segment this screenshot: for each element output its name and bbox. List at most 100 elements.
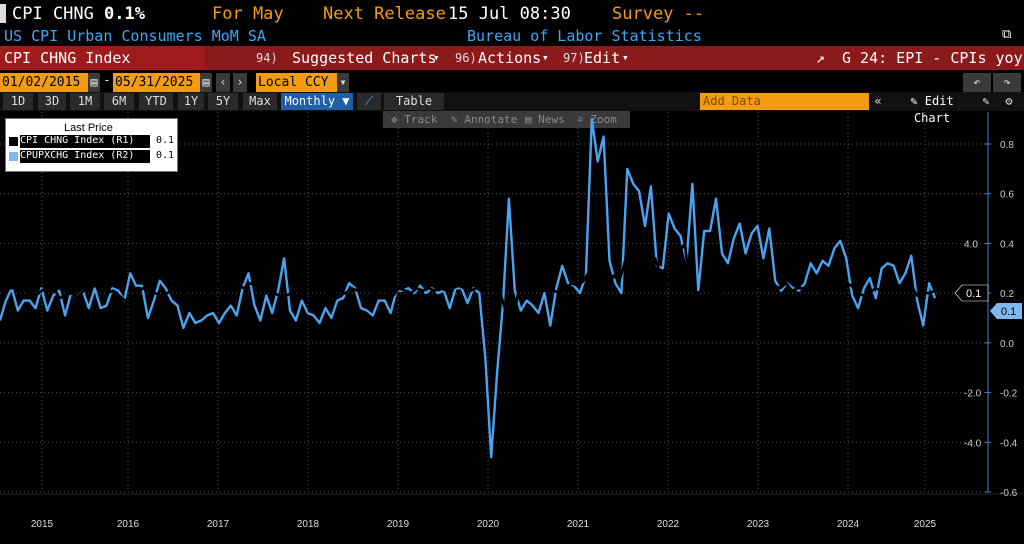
year-tick-label: 2018 (297, 519, 320, 530)
left-axis-label: -4.0 (964, 438, 982, 449)
table-button[interactable]: Table (384, 93, 444, 110)
suggested-charts-menu[interactable]: 94) Suggested Charts ▾ (256, 46, 448, 70)
edit-chart-label: Edit Chart (913, 94, 954, 125)
description-bar: US CPI Urban Consumers MoM SA Bureau of … (0, 27, 1024, 46)
legend-swatch-1 (9, 137, 18, 146)
frequency-label: Monthly (284, 94, 336, 108)
calendar-icon[interactable]: ▤ (200, 73, 212, 92)
series-line-cpi-chng (0, 242, 936, 330)
right-axis-label: 0.2 (1000, 289, 1014, 300)
pencil-icon[interactable]: ✎ (982, 94, 990, 108)
last-value-badge-r1: 0.1 (966, 288, 981, 300)
start-date-field[interactable]: 01/02/2015 (0, 73, 88, 92)
year-tick-label: 2019 (387, 519, 410, 530)
period-button-ytd[interactable]: YTD (139, 93, 173, 110)
period-button-max[interactable]: Max (243, 93, 277, 110)
period-toolbar: 1D 3D 1M 6M YTD 1Y 5Y Max Monthly ▼ ⟋ Table Add… (0, 92, 1024, 125)
currency-select[interactable]: Local CCY (256, 73, 342, 92)
line-chart-icon[interactable]: ⟋ (357, 93, 381, 110)
actions-menu[interactable]: 96) Actions ▾ (452, 46, 556, 70)
year-tick-label: 2025 (914, 519, 937, 530)
prev-arrow-icon[interactable]: ‹ (216, 73, 230, 92)
right-axis-label: -0.4 (1000, 438, 1018, 449)
redo-icon[interactable]: ↷ (993, 73, 1021, 92)
track-label: Track (404, 113, 438, 126)
left-axis-label: 4.0 (964, 239, 978, 250)
last-value-badge-r1-bg (954, 284, 989, 302)
period-button-1y[interactable]: 1Y (178, 93, 204, 110)
period-button-5y[interactable]: 5Y (208, 93, 238, 110)
external-link-icon[interactable]: ↗ (816, 49, 826, 67)
legend-series-1: CPI CHNG Index (R1) (20, 135, 150, 148)
ticker-label: CPI CHNG (12, 4, 94, 24)
period-button-3d[interactable]: 3D (38, 93, 66, 110)
year-tick-label: 2024 (837, 519, 860, 530)
survey-label: Survey -- (612, 4, 705, 24)
right-axis-label: -0.2 (1000, 389, 1018, 400)
range-dash: - (103, 73, 111, 88)
last-value-badge-r2-bg (990, 303, 1022, 319)
security-header-bar: CPI CHNG 0.1% For May Next Release 15 Ju… (0, 0, 1024, 27)
right-axis-label: 0.4 (1000, 239, 1014, 250)
news-label: News (538, 113, 565, 126)
security-label: CPI CHNG Index (4, 49, 131, 67)
year-tick-label: 2023 (747, 519, 770, 530)
edit-menu[interactable]: 97) Edit ▾ (560, 46, 638, 70)
security-field[interactable]: CPI CHNG Index (0, 46, 205, 70)
right-axis-label: 0.8 (1000, 140, 1014, 151)
annotate-tool[interactable]: ✎ Annotate (451, 113, 518, 126)
year-tick-label: 2022 (657, 519, 680, 530)
price-chart[interactable]: 2015 2016 2017 2018 2019 2020 2021 2022 2023 2024… (0, 112, 1024, 544)
right-axis-label: 0.0 (1000, 339, 1014, 350)
calendar-icon[interactable]: ▤ (88, 73, 100, 92)
period-label: For May (212, 4, 284, 24)
menu-number: 97) (563, 51, 585, 65)
next-arrow-icon[interactable]: › (233, 73, 247, 92)
track-tool[interactable]: ✥ Track (391, 113, 438, 126)
news-tool[interactable]: ▤ News (525, 113, 565, 126)
zoom-tool[interactable]: ⌕ Zoom (577, 113, 617, 126)
toolbar: CPI CHNG Index 94) Suggested Charts ▾ 96… (0, 46, 1024, 70)
period-button-1d[interactable]: 1D (3, 93, 33, 110)
gear-icon[interactable]: ⚙ (1005, 94, 1013, 108)
suggested-charts-label: Suggested Charts (292, 49, 437, 67)
end-date-field[interactable]: 05/31/2025 (113, 73, 201, 92)
period-button-6m[interactable]: 6M (104, 93, 134, 110)
actions-label: Actions (478, 49, 542, 67)
legend-value-2: 0.1 (156, 150, 175, 161)
zoom-label: Zoom (590, 113, 617, 126)
collapse-icon[interactable]: « (874, 94, 882, 108)
legend-series-2: CPUPXCHG Index (R2) (20, 150, 150, 163)
left-axis-label: -2.0 (964, 389, 982, 400)
legend-value-1: 0.1 (156, 135, 175, 146)
dropdown-arrow-icon: ▾ (433, 51, 440, 64)
right-axis-label: -0.6 (1000, 488, 1018, 499)
year-tick-label: 2016 (117, 519, 140, 530)
header-marker (0, 4, 6, 23)
chart-tools: ✥ Track ✎ Annotate ▤ News ⌕ Zoom (383, 111, 630, 128)
dropdown-arrow-icon: ▾ (622, 51, 629, 64)
chevron-down-icon[interactable]: ▾ (337, 73, 349, 92)
edit-chart-button[interactable]: ✎ Edit Chart (910, 94, 954, 125)
period-button-1m[interactable]: 1M (70, 93, 100, 110)
last-value-badge-r2: 0.1 (1001, 306, 1016, 318)
dropdown-arrow-icon: ▾ (542, 51, 549, 64)
menu-number: 94) (256, 51, 278, 65)
add-data-input[interactable]: Add Data (700, 93, 869, 110)
year-tick-label: 2020 (477, 519, 500, 530)
undo-icon[interactable]: ↶ (963, 73, 991, 92)
right-axis-label: 0.6 (1000, 190, 1014, 201)
legend-title: Last Price (64, 122, 113, 134)
year-tick-label: 2015 (31, 519, 54, 530)
edit-label: Edit (584, 49, 621, 67)
year-tick-label: 2017 (207, 519, 230, 530)
chart-legend: Last Price CPI CHNG Index (R1) 0.1 CPUPX… (5, 118, 178, 172)
date-range-bar: 01/02/2015 ▤ - 05/31/2025 ▤ ‹ › Local CC… (0, 73, 1024, 92)
frequency-select[interactable]: Monthly ▼ (281, 93, 353, 110)
annotate-label: Annotate (464, 113, 518, 126)
series-description: US CPI Urban Consumers MoM SA (4, 27, 266, 45)
menu-number: 96) (455, 51, 477, 65)
chart-title: G 24: EPI - CPIs yoy (842, 49, 1023, 67)
source-label: Bureau of Labor Statistics (467, 27, 702, 45)
popout-icon[interactable]: ⧉ (1002, 27, 1012, 42)
